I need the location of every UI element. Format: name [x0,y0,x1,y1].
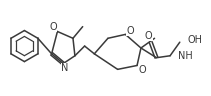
Text: O: O [50,22,57,32]
Text: OH: OH [188,35,203,45]
Text: O: O [138,65,146,75]
Text: N: N [61,63,68,73]
Text: O: O [145,31,153,41]
Text: O: O [126,26,134,36]
Text: NH: NH [178,51,193,61]
